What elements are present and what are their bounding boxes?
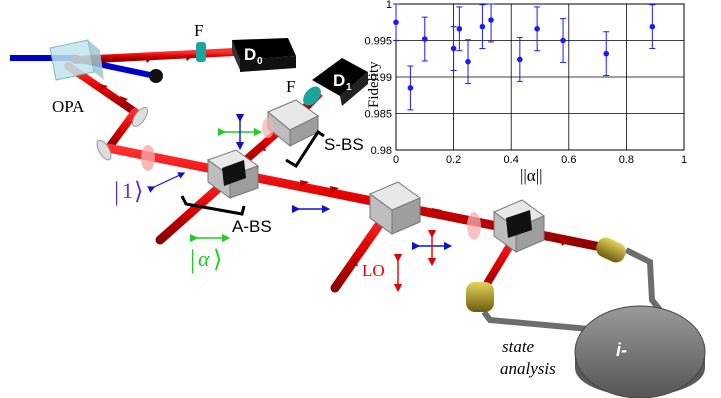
fiber-cable <box>624 247 663 312</box>
data-point <box>649 23 656 30</box>
state-analysis-line1: state <box>502 337 535 356</box>
sbs-cube <box>267 99 319 148</box>
data-point <box>456 26 463 32</box>
detector1-subscript: 1 <box>346 82 352 93</box>
x-tick-label: 1 <box>681 154 687 166</box>
data-point <box>465 58 471 65</box>
data-point <box>560 37 566 44</box>
y-axis-label: Fidelity <box>366 61 382 108</box>
tick-labels: 0 0.2 0.4 0.6 0.8 1 0.98 0.985 0.99 0.995 1 <box>364 0 687 166</box>
waveplate-2 <box>467 212 481 240</box>
fiber-cable <box>481 310 601 333</box>
y-tick-label: 0.995 <box>364 36 392 48</box>
y-tick-label: 1 <box>386 0 392 11</box>
keta-open: | <box>190 245 195 274</box>
detector0-label: D <box>244 45 256 64</box>
data-point <box>517 56 523 63</box>
abs-cube <box>206 149 260 199</box>
detector0-subscript: 0 <box>257 56 263 67</box>
waveplate <box>262 118 274 138</box>
ket1-value: 1 <box>122 178 133 203</box>
x-axis-label: ||α|| <box>520 166 543 185</box>
data-point <box>488 17 494 23</box>
fidelity-chart: 0 0.2 0.4 0.6 0.8 1 0.98 0.985 0.99 0.995 1 Fideli… <box>364 0 687 185</box>
analyzer-label: i- <box>616 340 627 360</box>
mirror <box>96 107 149 161</box>
detector-d0 <box>232 38 296 72</box>
abs-label: A-BS <box>232 217 272 236</box>
abs-bracket <box>180 195 246 216</box>
data-point <box>534 26 540 32</box>
ket1-close: ⟩ <box>134 179 143 205</box>
fiber-connector <box>596 237 626 263</box>
ket1-arrow <box>147 172 186 193</box>
state-analysis-line2: analysis <box>500 359 556 378</box>
y-tick-label: 0.985 <box>364 109 392 121</box>
data-point <box>603 50 610 57</box>
y-tick-label: 0.99 <box>371 72 392 84</box>
ket1-open: | <box>114 177 119 206</box>
data-point <box>479 23 486 30</box>
lo-label: LO <box>362 261 385 280</box>
x-tick-label: 0.2 <box>446 154 461 166</box>
data-point <box>422 36 428 42</box>
x-tick-label: 0.4 <box>504 154 519 166</box>
opa-label: OPA <box>52 97 85 116</box>
detector1-label: D <box>333 71 345 90</box>
detector-d1 <box>312 58 368 106</box>
data-point <box>450 45 457 52</box>
waveplate-1 <box>141 145 155 171</box>
sbs-label: S-BS <box>324 135 364 154</box>
data-points <box>393 3 656 111</box>
filter-mid-label: F <box>286 77 295 96</box>
fiber-connector <box>466 282 494 312</box>
beam-direction-marks <box>100 55 570 266</box>
homodyne-bs-cube <box>368 181 422 235</box>
y-tick-label: 0.98 <box>371 145 392 157</box>
x-tick-label: 0.8 <box>619 154 634 166</box>
data-point <box>393 19 399 26</box>
x-tick-label: 0.6 <box>561 154 576 166</box>
data-point <box>407 85 414 91</box>
sbs-bracket <box>285 129 325 169</box>
filter-mid <box>303 86 321 106</box>
filter-top-label: F <box>194 21 203 40</box>
beam-dump <box>149 69 163 83</box>
filter-top <box>196 42 206 62</box>
analyzer-disk <box>574 305 706 398</box>
x-tick-label: 0 <box>393 154 399 166</box>
opa-crystal <box>49 39 104 81</box>
keta-close: ⟩ <box>213 247 222 273</box>
analysis-pbs-cube <box>492 199 546 253</box>
keta-value: α <box>198 246 210 271</box>
